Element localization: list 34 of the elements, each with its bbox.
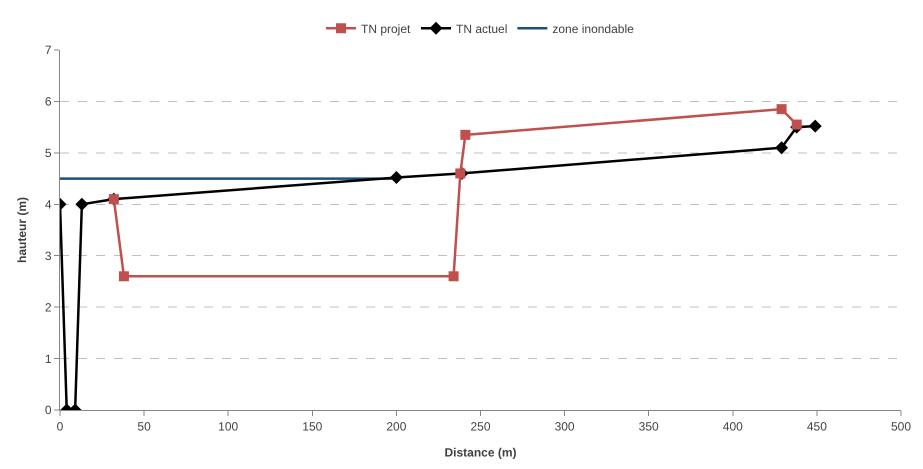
- point: [776, 104, 787, 114]
- x-tick-label: 350: [638, 419, 660, 434]
- x-tick-label: 200: [386, 419, 407, 434]
- x-tick-label: 450: [806, 419, 828, 434]
- x-tick-label: 250: [470, 419, 491, 434]
- x-tick-label: 100: [218, 419, 239, 434]
- x-tick-label: 500: [890, 419, 912, 434]
- legend-label: TN actuel: [456, 22, 508, 36]
- y-tick-label: 3: [44, 248, 52, 263]
- point: [390, 171, 403, 184]
- y-tick-label: 5: [44, 146, 52, 160]
- y-tick-label: 1: [44, 352, 52, 366]
- y-tick-label: 0: [44, 403, 52, 418]
- legend-label: TN projet: [361, 22, 412, 36]
- x-tick-label: 0: [56, 419, 64, 434]
- y-tick-label: 4: [44, 197, 52, 212]
- point: [75, 198, 88, 211]
- x-tick-label: 50: [137, 419, 152, 434]
- point: [448, 271, 459, 282]
- point: [455, 168, 466, 178]
- y-tick-label: 7: [44, 43, 52, 58]
- point: [792, 120, 802, 130]
- y-tick-label: 6: [44, 94, 52, 109]
- x-tick-label: 300: [554, 419, 575, 434]
- y-tick-label: 2: [44, 300, 52, 314]
- y-axis-title: hauteur (m): [15, 196, 30, 263]
- legend-label: zone inondable: [552, 22, 634, 36]
- x-axis-title: Distance (m): [444, 445, 517, 460]
- point: [118, 271, 129, 282]
- point: [775, 141, 788, 154]
- point: [460, 130, 470, 140]
- x-tick-label: 150: [302, 419, 323, 434]
- x-tick-label: 400: [722, 419, 744, 434]
- point: [808, 120, 822, 133]
